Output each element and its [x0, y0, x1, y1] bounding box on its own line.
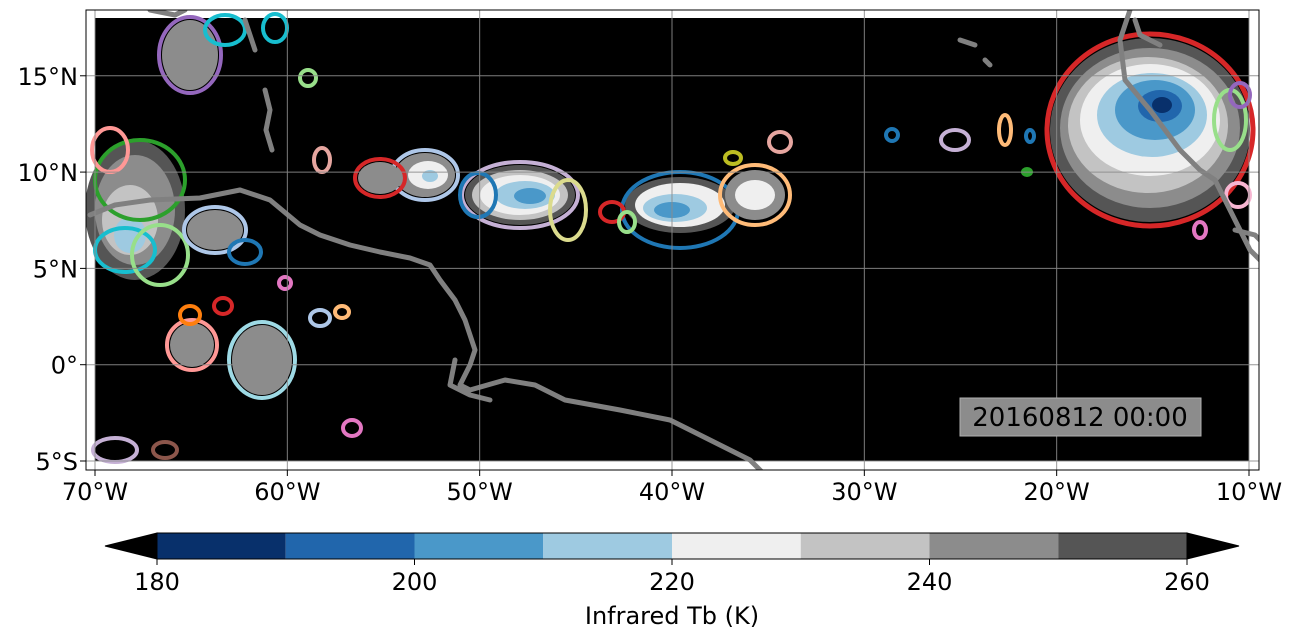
coastline: [87, 10, 1259, 470]
latitude-axis: 15°N 10°N 5°N 0° 5°S: [18, 63, 86, 476]
colorbar-tick-label: 240: [907, 568, 953, 596]
colorbar-tick-label: 260: [1164, 568, 1210, 596]
longitude-axis: 70°W 60°W 50°W 40°W 30°W 20°W 10°W: [62, 470, 1282, 506]
lat-tick-label: 15°N: [18, 63, 79, 91]
colorbar-extend-high: [1186, 532, 1240, 560]
colorbar-segment: [157, 533, 286, 559]
grid-lines: [86, 10, 1259, 470]
lon-tick-label: 20°W: [1024, 478, 1090, 506]
timestamp-box: 20160812 00:00: [959, 397, 1202, 437]
colorbar-segment: [800, 533, 930, 559]
lon-tick-label: 10°W: [1216, 478, 1282, 506]
colorbar-ticks: 180 200 220 240 260: [134, 559, 1210, 596]
colorbar-segment: [672, 533, 801, 559]
lat-tick-label: 5°S: [35, 448, 78, 476]
colorbar-segment: [285, 533, 415, 559]
colorbar: 180 200 220 240 260 Infrared Tb (K): [104, 532, 1240, 630]
colorbar-extend-low: [104, 532, 158, 560]
colorbar-title: Infrared Tb (K): [585, 602, 759, 630]
timestamp-label: 20160812 00:00: [972, 403, 1188, 433]
lon-tick-label: 70°W: [62, 478, 128, 506]
colorbar-segments: [157, 533, 1187, 559]
colorbar-tick-label: 220: [649, 568, 695, 596]
colorbar-segment: [929, 533, 1059, 559]
lon-tick-label: 60°W: [254, 478, 320, 506]
map-panel: 20160812 00:00: [86, 10, 1259, 470]
lon-tick-label: 50°W: [447, 478, 513, 506]
colorbar-segment: [414, 533, 544, 559]
cloud-cluster-south-america: [86, 12, 363, 464]
colorbar-tick-label: 200: [392, 568, 438, 596]
cloud-clusters: [86, 12, 1256, 464]
cloud-cluster-west-africa: [1044, 31, 1256, 240]
colorbar-segment: [1058, 533, 1187, 559]
lat-tick-label: 10°N: [18, 159, 79, 187]
colorbar-tick-label: 180: [134, 568, 180, 596]
cloud-cluster-central-band: [312, 130, 793, 250]
lon-tick-label: 30°W: [831, 478, 897, 506]
lat-tick-label: 0°: [51, 352, 78, 380]
colorbar-segment: [543, 533, 672, 559]
lon-tick-label: 40°W: [639, 478, 705, 506]
lat-tick-label: 5°N: [33, 255, 78, 283]
